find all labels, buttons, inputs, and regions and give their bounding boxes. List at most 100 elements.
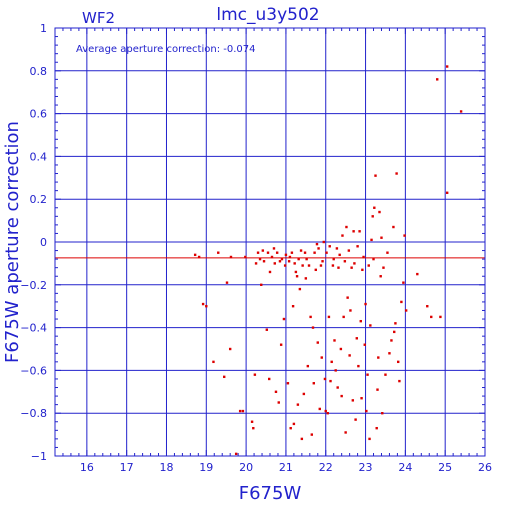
data-point [321, 260, 324, 263]
y-tick-label: 0.6 [30, 108, 48, 121]
data-point [294, 270, 298, 274]
data-point [223, 375, 226, 379]
data-point [333, 339, 336, 342]
data-point [388, 352, 391, 355]
data-point [322, 240, 325, 244]
data-point [277, 401, 280, 404]
data-point [217, 251, 220, 254]
data-point [197, 255, 201, 259]
data-point [368, 437, 371, 441]
x-tick-label: 25 [438, 461, 452, 474]
data-point [287, 260, 291, 263]
data-point [353, 262, 356, 265]
data-point [445, 65, 449, 68]
data-point [283, 264, 287, 267]
data-point [331, 264, 335, 267]
data-point [366, 373, 369, 376]
data-point [426, 305, 429, 308]
data-point [394, 322, 397, 325]
data-point [278, 260, 282, 263]
y-tick-label: 0.4 [30, 150, 48, 163]
data-points-layer [193, 65, 463, 456]
data-point [354, 418, 357, 421]
data-point [323, 377, 327, 381]
data-point [430, 315, 433, 319]
data-point [311, 326, 315, 329]
data-point [334, 369, 337, 372]
data-point [312, 382, 315, 385]
data-point [347, 249, 351, 252]
data-point [403, 234, 406, 237]
data-point [335, 247, 339, 250]
x-tick-label: 20 [239, 461, 253, 474]
grid-layer [55, 28, 485, 456]
data-point [341, 234, 344, 237]
data-point [375, 426, 378, 430]
x-tick-label: 17 [120, 461, 134, 474]
data-point [390, 339, 393, 342]
data-point [298, 287, 302, 291]
data-point [293, 262, 296, 265]
data-point [358, 230, 361, 233]
x-tick-label: 26 [478, 461, 492, 474]
data-point [309, 315, 312, 319]
y-tick-label: −0.8 [20, 407, 47, 420]
data-point [416, 272, 419, 276]
data-point [398, 379, 401, 383]
y-tick-label: −0.4 [20, 322, 47, 335]
data-point [313, 251, 316, 254]
data-point [256, 251, 260, 254]
data-point [386, 251, 389, 254]
data-point [332, 257, 335, 261]
data-point [272, 247, 276, 250]
x-axis-label: F675W [239, 483, 302, 504]
data-point [459, 110, 463, 113]
data-point [362, 255, 365, 259]
data-point [282, 317, 286, 321]
plot-frame [54, 27, 486, 457]
data-point [352, 230, 355, 233]
data-point [296, 403, 300, 406]
data-point [288, 255, 292, 259]
data-point [355, 337, 358, 340]
data-point [363, 343, 366, 346]
data-point [320, 356, 323, 359]
data-point [370, 238, 373, 242]
data-point [327, 315, 331, 319]
data-point [212, 360, 215, 364]
data-point [349, 309, 352, 312]
data-point [266, 251, 270, 254]
data-point [373, 206, 376, 209]
y-tick-label: −0.2 [20, 279, 47, 292]
data-point [241, 409, 245, 413]
x-tick-label: 19 [199, 461, 213, 474]
data-point [342, 315, 345, 319]
data-point [270, 255, 274, 259]
data-point [317, 247, 320, 250]
data-point [193, 253, 197, 257]
data-point [305, 257, 308, 261]
data-point [252, 426, 255, 430]
data-point [326, 412, 329, 415]
data-point [228, 347, 232, 351]
chart-title: lmc_u3y502 [216, 5, 319, 25]
data-point [253, 373, 257, 376]
data-point [393, 330, 396, 334]
data-point [346, 296, 349, 299]
data-point [280, 257, 284, 261]
data-point [306, 364, 310, 368]
data-point [336, 386, 339, 389]
x-tick-label: 18 [159, 461, 173, 474]
data-point [225, 281, 229, 284]
data-point [392, 225, 395, 229]
data-point [250, 420, 254, 423]
data-point [258, 257, 262, 261]
data-point [268, 377, 271, 381]
data-point [400, 300, 403, 304]
data-point [380, 236, 383, 239]
y-tick-label: 0.2 [30, 193, 48, 206]
data-point [265, 328, 269, 331]
data-point [273, 262, 276, 265]
